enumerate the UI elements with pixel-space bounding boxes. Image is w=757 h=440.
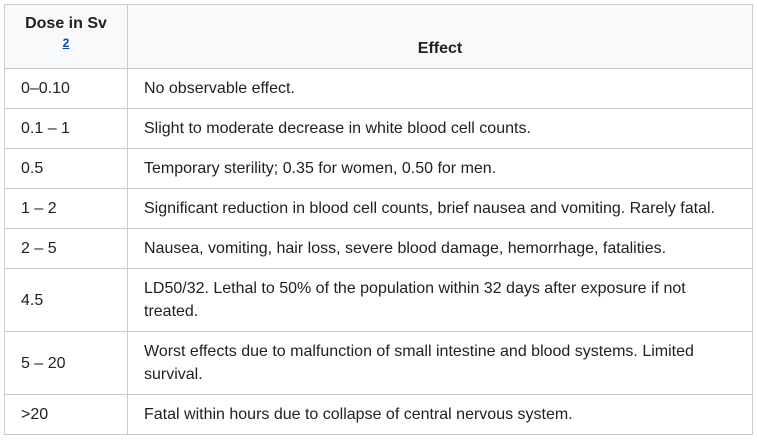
dose-cell: 0–0.10 [4, 68, 128, 109]
effect-cell: Slight to moderate decrease in white blo… [127, 108, 753, 149]
effect-cell: LD50/32. Lethal to 50% of the population… [127, 268, 753, 332]
dose-cell: >20 [4, 394, 128, 435]
effect-cell: No observable effect. [127, 68, 753, 109]
table-row: 2 – 5 Nausea, vomiting, hair loss, sever… [4, 228, 753, 269]
dose-cell: 5 – 20 [4, 331, 128, 395]
effect-cell: Temporary sterility; 0.35 for women, 0.5… [127, 148, 753, 189]
table-row: 0.5 Temporary sterility; 0.35 for women,… [4, 148, 753, 189]
effect-cell: Worst effects due to malfunction of smal… [127, 331, 753, 395]
dose-column-header: Dose in Sv 2 [4, 4, 128, 69]
table-row: 1 – 2 Significant reduction in blood cel… [4, 188, 753, 229]
effect-column-header: Effect [127, 4, 753, 69]
dose-cell: 0.5 [4, 148, 128, 189]
effect-cell: Fatal within hours due to collapse of ce… [127, 394, 753, 435]
table-row: 0.1 – 1 Slight to moderate decrease in w… [4, 108, 753, 149]
dose-cell: 1 – 2 [4, 188, 128, 229]
dose-cell: 4.5 [4, 268, 128, 332]
dose-cell: 0.1 – 1 [4, 108, 128, 149]
table-row: 0–0.10 No observable effect. [4, 68, 753, 109]
dose-effect-table: Dose in Sv 2 Effect 0–0.10 No observable… [4, 4, 753, 435]
table-row: 4.5 LD50/32. Lethal to 50% of the popula… [4, 268, 753, 332]
effect-header-label: Effect [417, 40, 463, 57]
table-row: 5 – 20 Worst effects due to malfunction … [4, 331, 753, 395]
dose-cell: 2 – 5 [4, 228, 128, 269]
effect-cell: Nausea, vomiting, hair loss, severe bloo… [127, 228, 753, 269]
effect-cell: Significant reduction in blood cell coun… [127, 188, 753, 229]
dose-header-label: Dose in Sv [25, 15, 107, 32]
reference-link[interactable]: 2 [62, 36, 70, 50]
table-header-row: Dose in Sv 2 Effect [4, 4, 753, 69]
table-row: >20 Fatal within hours due to collapse o… [4, 394, 753, 435]
dose-effect-table-container: Dose in Sv 2 Effect 0–0.10 No observable… [4, 4, 753, 435]
